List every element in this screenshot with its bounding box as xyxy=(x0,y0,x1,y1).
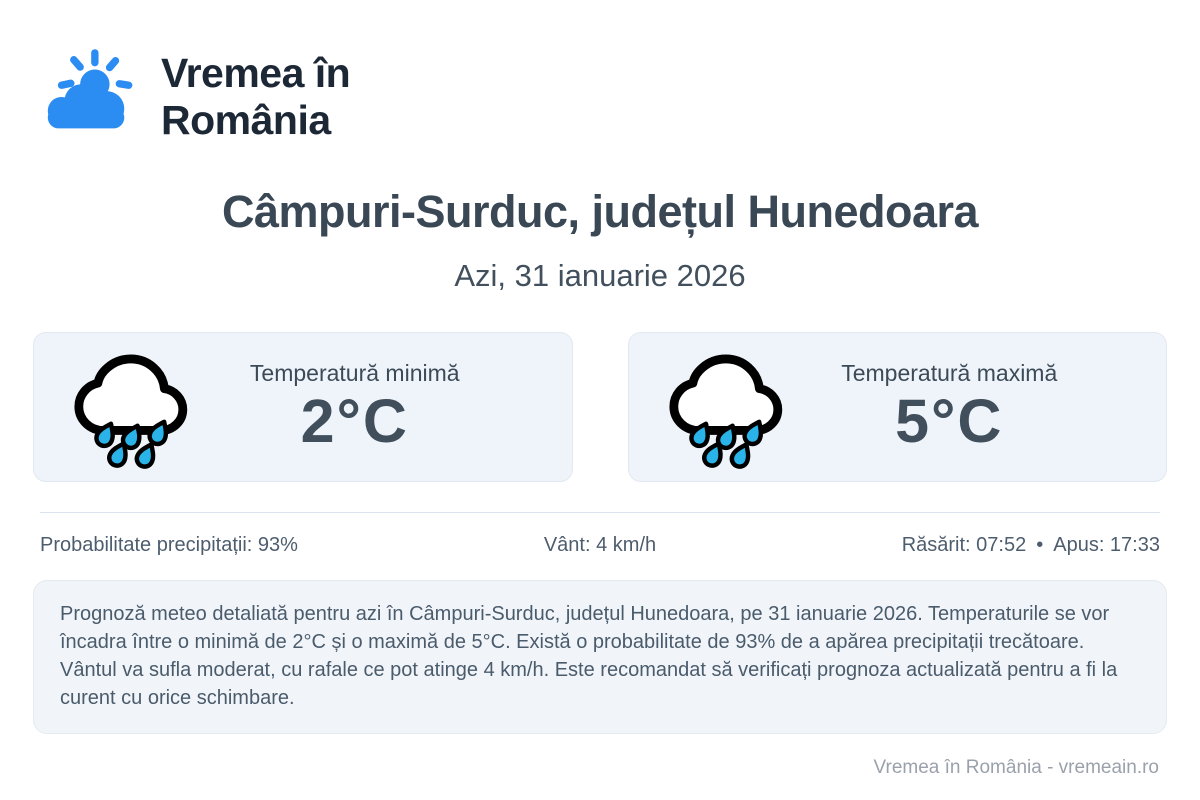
precipitation-stat: Probabilitate precipitații: 93% xyxy=(40,534,298,556)
rain-cloud-icon xyxy=(74,354,188,469)
date-subtitle: Azi, 31 ianuarie 2026 xyxy=(454,258,746,293)
footer-credit: Vremea în România - vremeain.ro xyxy=(873,757,1159,778)
sunrise-stat: Răsărit: 07:52 xyxy=(901,534,1027,556)
max-temperature-card: Temperatură maximă 5°C xyxy=(627,332,1167,482)
min-temperature-text: Temperatură minimă 2°C xyxy=(192,360,518,453)
wind-stat: Vânt: 4 km/h xyxy=(543,534,657,556)
min-temperature-card: Temperatură minimă 2°C xyxy=(33,332,573,482)
min-temperature-label: Temperatură minimă xyxy=(249,360,460,387)
page-title: Câmpuri-Surduc, județul Hunedoara xyxy=(221,186,979,237)
brand-name-line1: Vremea în xyxy=(161,50,351,97)
max-temperature-value: 5°C xyxy=(895,387,1004,456)
max-temperature-text: Temperatură maximă 5°C xyxy=(787,360,1113,453)
sun-behind-cloud-icon xyxy=(47,49,133,129)
sun-times-stat: Răsărit: 07:52 • Apus: 17:33 xyxy=(787,534,1160,557)
brand-name-line2: România xyxy=(161,97,331,143)
site-logo[interactable]: Vremea în România xyxy=(37,46,1167,148)
min-temperature-value: 2°C xyxy=(300,387,409,456)
stats-divider xyxy=(40,512,1160,513)
temperature-cards: Temperatură minimă 2°C Temperatură maxim… xyxy=(33,332,1167,482)
max-temperature-label: Temperatură maximă xyxy=(841,360,1058,387)
bullet-separator: • xyxy=(1036,534,1044,556)
brand-name: Vremea în România xyxy=(161,50,351,143)
stats-row: Probabilitate precipitații: 93% Vânt: 4 … xyxy=(40,534,1160,557)
rain-cloud-icon xyxy=(668,354,782,469)
sunset-stat: Apus: 17:33 xyxy=(1053,534,1160,556)
forecast-description: Prognoză meteo detaliată pentru azi în C… xyxy=(33,580,1167,734)
